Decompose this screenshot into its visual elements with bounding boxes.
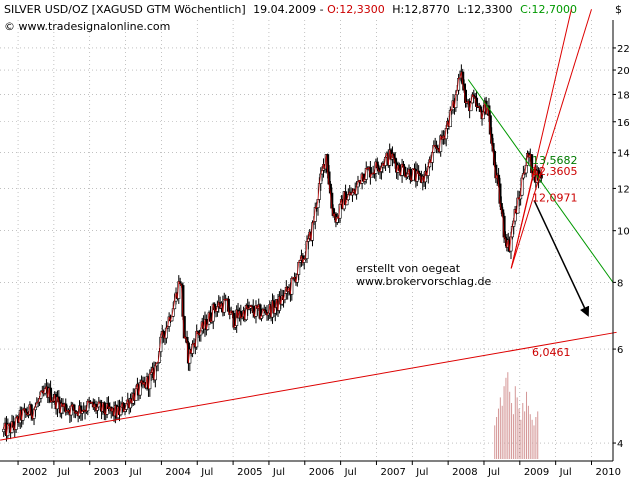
x-tick-label: 2003 <box>94 467 119 478</box>
credit-site: www.brokervorschlag.de <box>356 275 492 288</box>
x-tick-label: Jul <box>487 467 500 478</box>
x-tick-label: Jul <box>129 467 142 478</box>
x-tick-label: Jul <box>272 467 285 478</box>
y-tick-label: 10 <box>617 227 630 238</box>
x-tick-label: 2002 <box>22 467 47 478</box>
x-tick-label: Jul <box>200 467 213 478</box>
header-low: L:12,3300 <box>457 3 512 16</box>
level-label: 6,0461 <box>532 346 571 359</box>
y-tick-label: 6 <box>617 345 623 356</box>
y-tick-label: 16 <box>617 118 630 129</box>
volume-bars <box>494 372 539 459</box>
trendline-projection-arrow <box>533 199 590 317</box>
x-tick-label: 2004 <box>165 467 190 478</box>
level-label: 12,3605 <box>532 165 578 178</box>
grid <box>0 20 613 461</box>
candles <box>2 64 543 442</box>
trendline-fan-low <box>510 171 535 269</box>
x-tick-label: Jul <box>344 467 357 478</box>
y-tick-label: 12 <box>617 184 630 195</box>
trendline-down-channel <box>467 79 614 283</box>
y-tick-label: 4 <box>617 439 623 450</box>
credit-author: erstellt von oegeat <box>356 262 461 275</box>
x-tick-label: 2007 <box>380 467 405 478</box>
header-close: C:12,7000 <box>520 3 577 16</box>
level-label: 12,0971 <box>532 191 578 204</box>
currency-label: $ <box>615 3 622 16</box>
y-tick-label: 14 <box>617 149 630 160</box>
y-tick-label: 8 <box>617 278 623 289</box>
level-label: 13,5682 <box>532 154 578 167</box>
x-tick-label: 2006 <box>309 467 334 478</box>
trendline-long-support <box>0 331 617 441</box>
header-copyright: © www.tradesignalonline.com <box>4 20 170 33</box>
close-price-line <box>3 71 542 436</box>
x-tick-label: 2009 <box>524 467 549 478</box>
y-tick-label: 20 <box>617 66 630 77</box>
x-tick-label: Jul <box>559 467 572 478</box>
header-high: H:12,8770 <box>392 3 449 16</box>
header-open: O:12,3300 <box>327 3 385 16</box>
y-tick-label: 18 <box>617 90 630 101</box>
candle-body <box>2 428 6 433</box>
chart-header: SILVER USD/OZ [XAGUSD GTM Wöchentlich] 1… <box>4 3 577 16</box>
x-tick-label: 2005 <box>237 467 262 478</box>
header-instrument: SILVER USD/OZ [XAGUSD GTM Wöchentlich] <box>4 3 246 16</box>
x-axis-ticks: 2002 Jul 2003 Jul 2004 Jul 2005 Jul 2006 Jul 2007 J… <box>17 461 621 478</box>
x-tick-label: Jul <box>415 467 428 478</box>
trendline-fan-mid <box>510 9 592 269</box>
x-tick-label: 2010 <box>595 467 620 478</box>
y-tick-label: 22 <box>617 44 630 55</box>
y-axis-ticks: 4 6 8 10 12 14 16 18 20 22 <box>613 44 630 450</box>
header-date: 19.04.2009 <box>253 3 316 16</box>
x-tick-label: 2008 <box>452 467 477 478</box>
trendlines <box>0 9 617 441</box>
x-tick-label: Jul <box>57 467 70 478</box>
